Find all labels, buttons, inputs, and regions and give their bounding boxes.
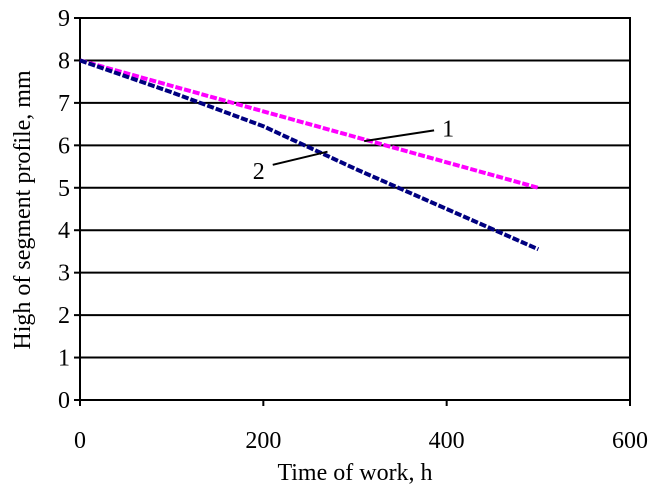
y-axis-label: High of segment profile, mm	[10, 70, 36, 350]
y-tick-label-9: 9	[58, 6, 70, 32]
x-axis-label: Time of work, h	[277, 460, 432, 486]
y-tick-label-6: 6	[58, 133, 70, 159]
gridlines	[80, 59, 630, 359]
series-2-line	[79, 58, 540, 252]
x-axis-ticks: 0 200 400 600	[74, 400, 648, 454]
y-tick-label-2: 2	[58, 303, 70, 329]
y-tick-label-4: 4	[58, 218, 70, 244]
y-axis-ticks: 0 1 2 3 4 5 6 7 8 9	[58, 6, 80, 414]
series-2-pointer	[272, 150, 328, 166]
x-tick-label-400: 400	[429, 428, 465, 454]
series-1-line	[79, 58, 539, 190]
y-tick-label-3: 3	[58, 261, 70, 287]
series-1-label: 1	[442, 116, 454, 142]
series-1-pointer	[364, 129, 435, 143]
series-annotations: 12	[253, 116, 454, 184]
y-tick-label-8: 8	[58, 48, 70, 74]
y-tick-label-7: 7	[58, 91, 70, 117]
series-lines	[79, 58, 540, 252]
x-tick-label-0: 0	[74, 428, 86, 454]
y-tick-label-0: 0	[58, 388, 70, 414]
plot-area	[79, 17, 631, 401]
series-2-label: 2	[253, 159, 265, 185]
y-tick-label-1: 1	[58, 346, 70, 372]
y-tick-label-5: 5	[58, 176, 70, 202]
x-tick-label-600: 600	[612, 428, 648, 454]
x-tick-label-200: 200	[245, 428, 281, 454]
